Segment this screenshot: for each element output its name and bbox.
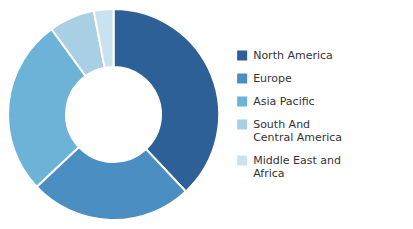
- legend-label-line: Central America: [253, 131, 342, 144]
- legend-swatch: [237, 120, 247, 130]
- legend-item: Middle East andAfrica: [237, 154, 341, 180]
- legend-item: South AndCentral America: [237, 118, 342, 144]
- slice: [94, 9, 114, 68]
- legend-swatch: [237, 74, 247, 84]
- legend-label: Europe: [253, 72, 292, 85]
- legend-label: South AndCentral America: [253, 118, 342, 144]
- legend-label-line: North America: [253, 49, 333, 62]
- legend-item: North America: [237, 49, 333, 62]
- legend-label-line: Middle East and: [253, 154, 341, 167]
- legend-swatch: [237, 156, 247, 166]
- slices: [8, 9, 219, 220]
- legend-label: Asia Pacific: [253, 95, 315, 108]
- legend-label-line: Europe: [253, 72, 292, 85]
- legend-label-line: South And: [253, 118, 310, 131]
- legend-label: North America: [253, 49, 333, 62]
- legend-label: Middle East andAfrica: [253, 154, 341, 180]
- legend-swatch: [237, 97, 247, 107]
- legend-swatch: [237, 51, 247, 61]
- legend-label-line: Africa: [253, 167, 284, 180]
- legend-item: Europe: [237, 72, 292, 85]
- legend-item: Asia Pacific: [237, 95, 315, 108]
- chart: North America Europe Asia Pacific South And…: [0, 0, 413, 229]
- legend: North America Europe Asia Pacific South And…: [237, 49, 342, 180]
- legend-label-line: Asia Pacific: [253, 95, 315, 108]
